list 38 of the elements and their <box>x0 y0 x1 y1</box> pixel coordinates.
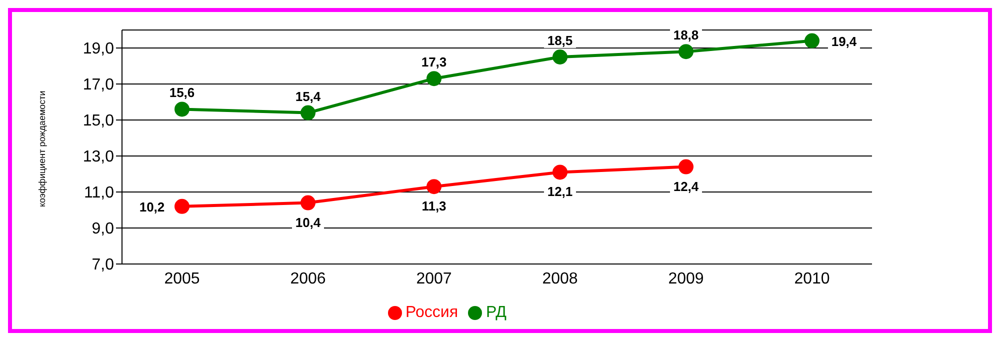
point <box>426 71 442 86</box>
point <box>174 198 190 214</box>
legend-label: Россия <box>406 304 458 321</box>
data-label: 12,4 <box>673 178 700 194</box>
y-axis-title: коэффициент рождаемости <box>37 90 48 207</box>
point <box>804 33 820 48</box>
y-tick-label: 13,0 <box>82 148 114 166</box>
y-tick-label: 15,0 <box>82 112 114 130</box>
data-label: 18,8 <box>673 28 699 43</box>
x-tick-label: 2005 <box>164 270 200 288</box>
y-tick-label: 17,0 <box>82 76 114 94</box>
y-tick-label: 11,0 <box>84 184 114 202</box>
data-label: 19,4 <box>831 34 858 49</box>
x-tick-label: 2007 <box>416 270 452 288</box>
point <box>174 102 190 117</box>
data-label: 18,5 <box>547 33 573 48</box>
y-tick-label: 9,0 <box>92 220 114 238</box>
point <box>300 105 316 120</box>
point <box>426 179 442 194</box>
point <box>552 50 568 64</box>
data-label: 10,2 <box>139 199 165 214</box>
data-label: 17,3 <box>421 54 447 70</box>
point <box>678 44 694 60</box>
point <box>552 164 568 180</box>
y-tick-label: 7,0 <box>92 256 114 274</box>
legend-label: РД <box>486 304 506 321</box>
point <box>300 195 316 210</box>
data-label: 15,4 <box>295 88 322 104</box>
data-label: 10,4 <box>295 214 322 230</box>
data-label: 12,1 <box>547 184 573 200</box>
x-tick-label: 2010 <box>794 270 830 288</box>
point <box>678 159 694 174</box>
data-label: 11,3 <box>422 198 446 214</box>
x-tick-label: 2009 <box>668 270 704 288</box>
x-tick-label: 2006 <box>290 270 326 288</box>
y-tick-label: 19,0 <box>82 40 114 58</box>
data-label: 15,6 <box>169 85 195 100</box>
x-tick-label: 2008 <box>542 270 578 288</box>
